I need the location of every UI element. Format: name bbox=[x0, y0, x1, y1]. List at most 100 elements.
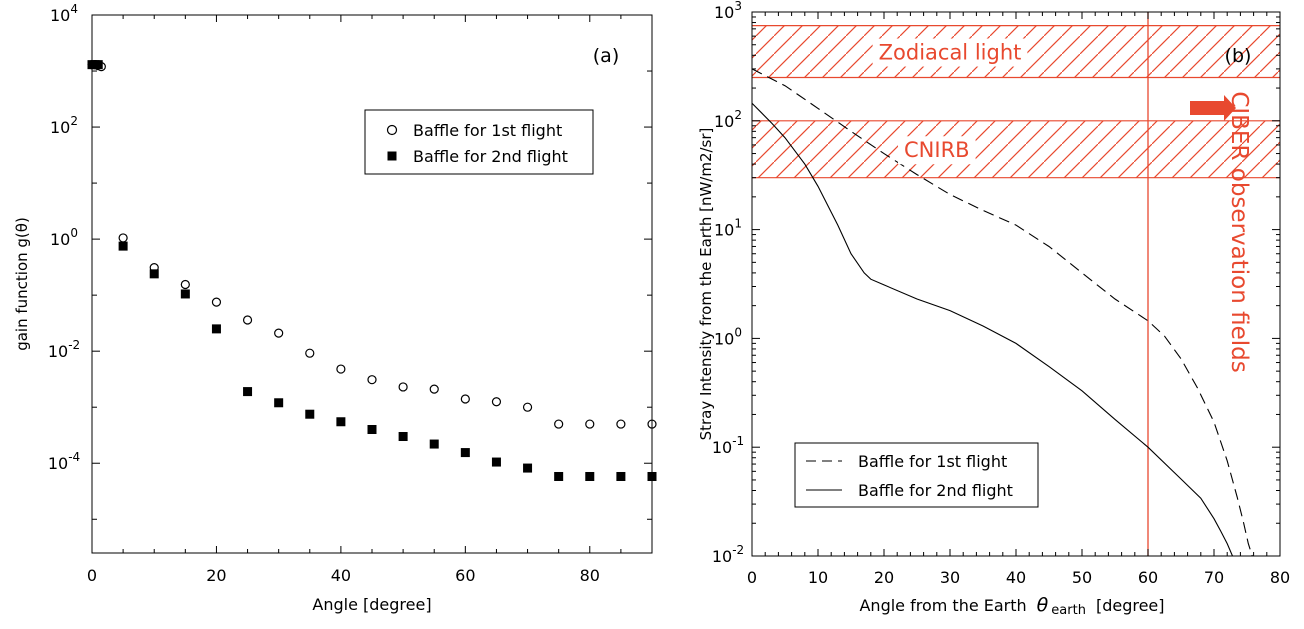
panel-b-x-ticks: 0 10 20 30 40 50 60 70 80 bbox=[747, 12, 1290, 587]
ciber-observation-fields-label: CIBER observation fields bbox=[1226, 91, 1252, 372]
y-tick-label-exponent: 4 bbox=[70, 2, 78, 16]
band-label-1: CNIRB bbox=[904, 138, 970, 162]
y-tick-label-base: 10 bbox=[714, 3, 734, 22]
data-point-2nd-flight bbox=[336, 417, 346, 427]
y-tick-label-exponent: 1 bbox=[734, 217, 742, 231]
panel-a-frame bbox=[91, 14, 653, 554]
y-tick-label-base: 10 bbox=[712, 547, 732, 566]
data-point-2nd-flight bbox=[243, 387, 253, 397]
data-point-2nd-flight bbox=[211, 324, 221, 334]
theta-symbol: θ bbox=[1037, 594, 1049, 616]
x-tick-label: 80 bbox=[580, 566, 600, 585]
panel-b-label: (b) bbox=[1225, 45, 1252, 67]
earth-subscript: earth bbox=[1051, 603, 1086, 618]
panel-b-x-axis-label: Angle from the Earth θ earth [degree] bbox=[859, 594, 1164, 618]
data-point-1st-flight bbox=[554, 419, 564, 429]
panel-a-legend-series-2: Baffle for 2nd flight bbox=[413, 147, 568, 166]
data-point-2nd-flight bbox=[554, 471, 564, 481]
band-label-background bbox=[872, 38, 1028, 67]
data-point-1st-flight bbox=[460, 394, 470, 404]
panel-b-y-axis-label: Stray Intensity from the Earth [nW/m2/sr… bbox=[697, 128, 715, 441]
y-tick-label-base: 10 bbox=[50, 230, 70, 249]
data-point-2nd-flight bbox=[305, 409, 315, 419]
data-point-2nd-flight bbox=[523, 463, 533, 473]
data-point-1st-flight bbox=[429, 384, 439, 394]
data-point-2nd-flight bbox=[429, 439, 439, 449]
data-point-1st-flight bbox=[522, 402, 533, 412]
y-tick-label-exponent: -2 bbox=[68, 338, 80, 352]
y-tick-label-exponent: 2 bbox=[734, 108, 742, 122]
x-tick-label: 10 bbox=[808, 568, 828, 587]
data-point-1st-flight bbox=[118, 233, 128, 243]
band-hatch-1 bbox=[752, 120, 1280, 178]
data-point-2nd-flight bbox=[180, 289, 190, 299]
panel-a-y-axis-label: gain function g(θ) bbox=[13, 217, 31, 351]
y-tick-label-exponent: -1 bbox=[732, 434, 744, 448]
x-tick-label: 30 bbox=[940, 568, 960, 587]
series-line-1st-flight bbox=[752, 68, 1253, 556]
panel-b-legend-series-1: Baffle for 1st flight bbox=[858, 452, 1007, 471]
y-tick-label-exponent: 3 bbox=[734, 0, 742, 13]
y-tick-label: 100 bbox=[714, 325, 742, 348]
data-point-2nd-flight bbox=[585, 471, 595, 481]
panel-b-legend-series-2: Baffle for 2nd flight bbox=[858, 481, 1013, 500]
data-point-1st-flight bbox=[398, 382, 408, 392]
x-tick-label: 60 bbox=[1138, 568, 1158, 587]
data-point-1st-flight bbox=[211, 297, 222, 307]
y-tick-label: 10-1 bbox=[712, 434, 744, 457]
data-point-2nd-flight bbox=[491, 457, 501, 467]
panel-b-legend: Baffle for 1st flight Baffle for 2nd fli… bbox=[794, 442, 1039, 508]
y-tick-label-exponent: 0 bbox=[734, 325, 742, 339]
data-point-2nd-flight bbox=[118, 241, 128, 251]
y-tick-label-base: 10 bbox=[48, 454, 68, 473]
legend-open-circle-marker bbox=[386, 124, 398, 136]
data-point-1st-flight bbox=[367, 375, 377, 385]
data-point-1st-flight bbox=[585, 419, 595, 429]
y-tick-label-base: 10 bbox=[48, 342, 68, 361]
y-tick-label: 100 bbox=[50, 226, 78, 249]
data-point-2nd-flight bbox=[398, 432, 408, 442]
data-point-1st-flight bbox=[336, 364, 346, 374]
y-tick-label: 102 bbox=[714, 108, 742, 131]
x-tick-label: 50 bbox=[1072, 568, 1092, 587]
y-tick-label: 101 bbox=[714, 217, 742, 240]
y-tick-label: 103 bbox=[714, 0, 742, 22]
y-tick-label: 10-2 bbox=[48, 338, 80, 361]
panel-b-legend-box bbox=[794, 442, 1039, 508]
series-line-2nd-flight bbox=[752, 102, 1234, 556]
data-point-1st-flight bbox=[491, 397, 502, 407]
x-tick-label: 0 bbox=[87, 566, 97, 585]
y-tick-label-base: 10 bbox=[712, 438, 732, 457]
y-tick-label: 10-4 bbox=[48, 450, 80, 473]
panel-b-x-axis-label-prefix: Angle from the Earth bbox=[859, 596, 1026, 615]
x-tick-label: 40 bbox=[1006, 568, 1026, 587]
panel-a-plot-area bbox=[87, 60, 657, 481]
y-tick-label: 10-2 bbox=[712, 543, 744, 566]
panel-a-label: (a) bbox=[593, 45, 619, 67]
ciber-observation-marker: CIBER observation fields bbox=[1190, 91, 1252, 373]
x-tick-label: 70 bbox=[1204, 568, 1224, 587]
panel-a-legend-series-1: Baffle for 1st flight bbox=[413, 121, 562, 140]
band-label-0: Zodiacal light bbox=[879, 41, 1022, 65]
y-tick-label-base: 10 bbox=[714, 221, 734, 240]
y-tick-label-exponent: -2 bbox=[732, 543, 744, 557]
panel-b-x-axis-label-suffix: [degree] bbox=[1096, 596, 1165, 615]
data-point-2nd-flight bbox=[149, 269, 159, 279]
panel-a-x-ticks: 0 20 40 60 80 bbox=[87, 15, 653, 585]
y-tick-label-base: 10 bbox=[714, 112, 734, 131]
panel-b-plot-area bbox=[752, 12, 1280, 556]
y-tick-label: 104 bbox=[50, 2, 78, 25]
data-point-1st-flight bbox=[180, 279, 190, 290]
data-point-2nd-flight bbox=[460, 448, 470, 458]
y-tick-label: 102 bbox=[50, 114, 78, 137]
data-point-2nd-flight bbox=[367, 425, 377, 435]
data-point-1st-flight bbox=[242, 315, 253, 325]
panel-b-band-labels: Zodiacal light CNIRB bbox=[872, 38, 1028, 165]
x-tick-label: 20 bbox=[874, 568, 894, 587]
band-label-background bbox=[898, 136, 976, 165]
data-point-1st-flight bbox=[274, 328, 284, 338]
data-point-2nd-flight bbox=[616, 471, 626, 481]
